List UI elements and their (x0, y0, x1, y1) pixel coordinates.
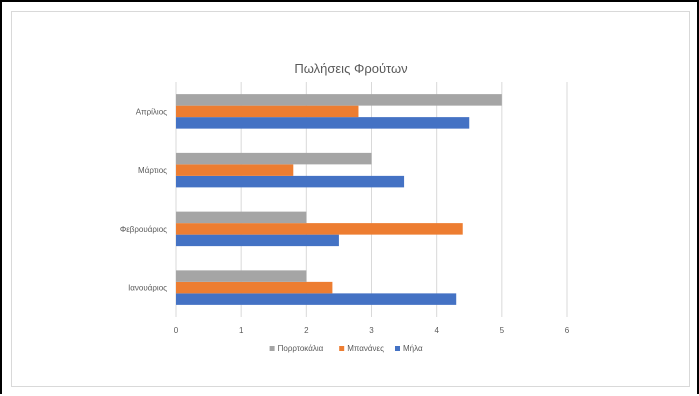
legend-swatch (395, 346, 400, 351)
bar-3-1 (176, 270, 307, 282)
legend-item: Μπανάνες (339, 344, 384, 353)
bar-1-2 (176, 234, 339, 247)
category-label: Μάρτιος (138, 166, 167, 175)
x-tick-label: 2 (304, 326, 309, 335)
legend-label: Μήλα (403, 344, 423, 353)
legend-label: Μπανάνες (347, 344, 384, 353)
x-tick-label: 5 (500, 326, 505, 335)
chart-title: Πωλήσεις Φρούτων (294, 61, 407, 76)
category-label: Φεβρουάριος (120, 225, 167, 234)
bar-3-4 (176, 94, 502, 106)
legend-item: Πορρτοκάλια (269, 344, 324, 353)
legend-swatch (339, 346, 345, 351)
bar-1-3 (176, 175, 405, 188)
category-label: Απρίλιος (136, 107, 167, 116)
x-tick-label: 1 (239, 326, 244, 335)
x-tick-label: 6 (565, 326, 570, 335)
legend-label: Πορρτοκάλια (278, 344, 324, 353)
bar-2-4 (176, 105, 359, 118)
bar-2-2 (176, 223, 463, 235)
legend-swatch (269, 346, 275, 351)
bar-1-4 (176, 117, 470, 129)
bar-2-3 (176, 164, 294, 176)
bar-2-1 (176, 281, 333, 294)
bar-1-1 (176, 293, 457, 305)
x-tick-label: 4 (434, 326, 439, 335)
x-tick-label: 0 (174, 326, 179, 335)
x-tick-label: 3 (369, 326, 374, 335)
bar-3-2 (176, 211, 307, 224)
chart-area (11, 11, 690, 387)
legend-item: Μήλα (395, 344, 423, 353)
category-label: Ιανουάριος (128, 284, 167, 293)
bar-3-3 (176, 152, 372, 165)
